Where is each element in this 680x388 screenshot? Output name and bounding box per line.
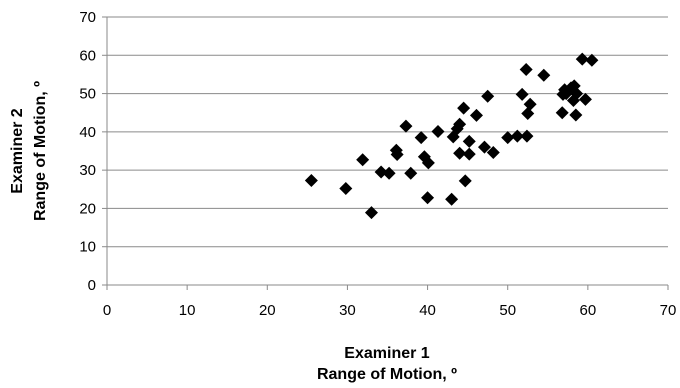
- data-point: [523, 97, 537, 111]
- data-point: [374, 165, 388, 179]
- data-point: [421, 156, 435, 170]
- data-point: [458, 174, 472, 188]
- data-point: [304, 173, 318, 187]
- data-point: [520, 129, 534, 143]
- data-point: [481, 89, 495, 103]
- axes: [102, 16, 669, 290]
- data-points: [304, 52, 599, 220]
- y-tick-label: 70: [79, 9, 96, 26]
- x-tick-label: 10: [179, 302, 196, 319]
- data-point: [486, 146, 500, 160]
- data-point: [431, 124, 445, 138]
- data-point: [339, 182, 353, 196]
- x-tick-label: 70: [660, 302, 677, 319]
- data-point: [501, 131, 515, 145]
- data-point: [585, 53, 599, 67]
- data-point: [453, 117, 467, 131]
- y-tick-label: 50: [79, 86, 96, 103]
- y-tick-label: 30: [79, 162, 96, 179]
- y-tick-label: 10: [79, 239, 96, 256]
- data-point: [462, 134, 476, 148]
- y-tick-label: 60: [79, 47, 96, 64]
- gridlines: [107, 16, 668, 248]
- y-tick-label: 0: [88, 277, 96, 294]
- data-point: [364, 206, 378, 220]
- x-axis-title-line2: Range of Motion, º: [317, 366, 457, 383]
- data-point: [390, 147, 404, 161]
- y-tick-label: 20: [79, 200, 96, 217]
- data-point: [462, 147, 476, 161]
- x-tick-label: 20: [259, 302, 276, 319]
- data-point: [469, 108, 483, 122]
- data-point: [356, 153, 370, 167]
- data-point: [515, 87, 529, 101]
- data-point: [382, 166, 396, 180]
- data-point: [537, 68, 551, 82]
- x-axis-title-line1: Examiner 1: [344, 345, 429, 362]
- data-point: [521, 106, 535, 120]
- data-point: [404, 166, 418, 180]
- data-point: [519, 62, 533, 76]
- y-tick-labels: 0 10 20 30 40 50 60 70: [79, 9, 96, 294]
- y-axis-title-line1: Examiner 2: [9, 108, 26, 193]
- data-point: [569, 108, 583, 122]
- data-point: [578, 92, 592, 106]
- x-tick-label: 50: [499, 302, 516, 319]
- data-point: [570, 87, 584, 101]
- data-point: [457, 101, 471, 115]
- data-point: [399, 119, 413, 133]
- data-point: [575, 52, 589, 66]
- data-point: [414, 131, 428, 145]
- data-point: [453, 146, 467, 160]
- y-axis-title-line2: Range of Motion, º: [32, 81, 49, 221]
- x-tick-label: 40: [419, 302, 436, 319]
- x-tick-labels: 0 10 20 30 40 50 60 70: [103, 302, 677, 319]
- data-point: [510, 129, 524, 143]
- data-point: [445, 192, 459, 206]
- data-point: [555, 106, 569, 120]
- y-tick-label: 40: [79, 124, 96, 141]
- data-point: [421, 191, 435, 205]
- x-tick-label: 0: [103, 302, 111, 319]
- x-tick-label: 60: [580, 302, 597, 319]
- data-point: [477, 140, 491, 154]
- x-tick-label: 30: [339, 302, 356, 319]
